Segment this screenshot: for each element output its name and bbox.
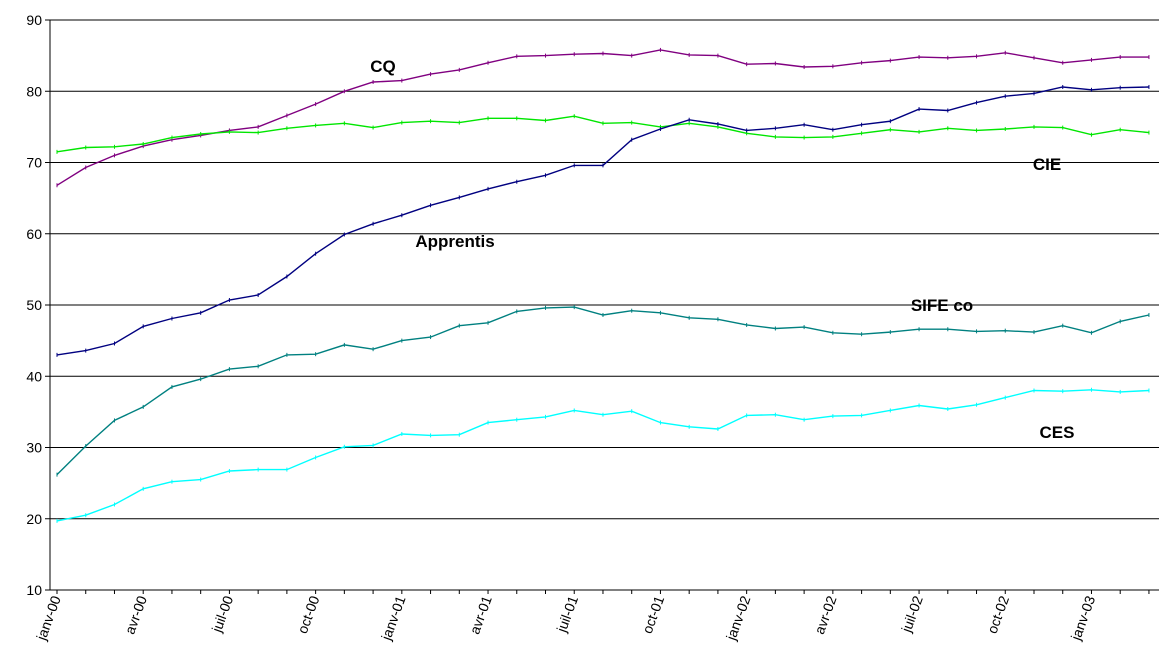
- y-tick-label: 30: [26, 440, 42, 456]
- y-tick-label: 10: [26, 582, 42, 598]
- x-tick-label: oct-00: [294, 593, 322, 635]
- x-tick-label: juil-02: [898, 593, 926, 635]
- series-label-cq: CQ: [370, 57, 396, 76]
- x-tick-label: oct-02: [984, 593, 1012, 635]
- series-label-apprentis: Apprentis: [415, 232, 494, 251]
- y-tick-label: 60: [26, 226, 42, 242]
- x-tick-label: janv-02: [722, 593, 753, 643]
- x-tick-label: juil-00: [208, 593, 236, 635]
- x-tick-label: oct-01: [639, 593, 667, 635]
- x-tick-label: juil-01: [553, 593, 581, 635]
- x-tick-label: janv-01: [378, 593, 409, 643]
- x-tick-label: avr-00: [121, 593, 150, 636]
- y-tick-label: 40: [26, 368, 42, 384]
- x-tick-label: janv-03: [1067, 593, 1098, 643]
- x-tick-label: janv-00: [33, 593, 64, 643]
- y-tick-label: 90: [26, 12, 42, 28]
- series-line-sife-co: [56, 306, 1150, 476]
- y-tick-label: 50: [26, 297, 42, 313]
- y-tick-label: 70: [26, 155, 42, 171]
- series-label-cie: CIE: [1033, 155, 1061, 174]
- x-tick-label: avr-01: [466, 593, 495, 636]
- x-tick-label: avr-02: [811, 593, 840, 636]
- series-label-ces: CES: [1040, 423, 1075, 442]
- y-tick-label: 80: [26, 83, 42, 99]
- series-line-ces: [56, 389, 1149, 522]
- series-label-sife-co: SIFE co: [911, 296, 973, 315]
- y-tick-label: 20: [26, 511, 42, 527]
